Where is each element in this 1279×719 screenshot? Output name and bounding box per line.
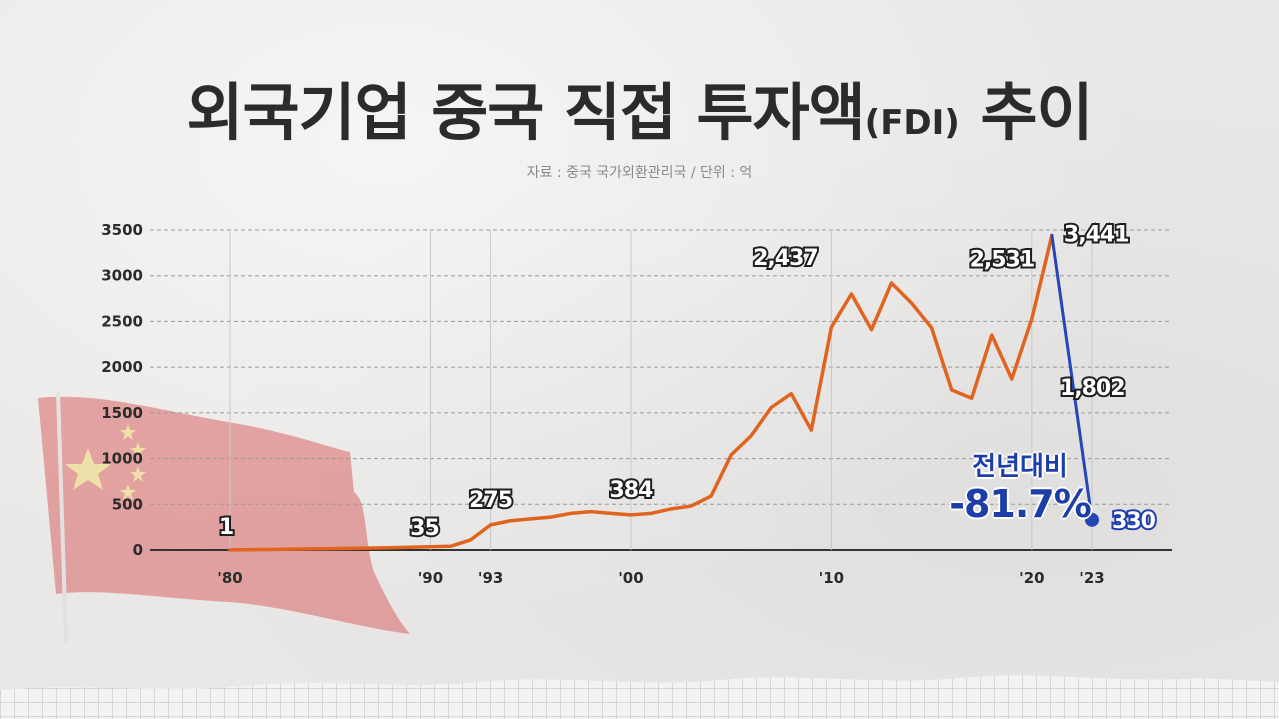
x-tick-label: '10 xyxy=(819,569,844,587)
data-label: 1 xyxy=(219,515,233,540)
yoy-label: 전년대비 xyxy=(972,452,1068,482)
yoy-value: -81.7% xyxy=(949,482,1092,526)
y-tick-label: 0 xyxy=(133,541,143,559)
y-tick-label: 2000 xyxy=(101,358,143,376)
y-tick-label: 1000 xyxy=(101,450,143,468)
y-tick-label: 3000 xyxy=(101,267,143,285)
series-line-main xyxy=(228,233,1054,552)
y-axis: 0 500 1000 1500 2000 2500 3000 3500 xyxy=(101,221,143,559)
torn-grid-paper xyxy=(0,675,1279,719)
yoy-annotation: 전년대비 -81.7% xyxy=(940,452,1100,526)
data-label: 3,441 xyxy=(1064,222,1129,247)
y-tick-label: 500 xyxy=(112,495,143,513)
y-tick-label: 1500 xyxy=(101,404,143,422)
data-label: 384 xyxy=(609,478,653,503)
china-flag-icon xyxy=(38,392,410,642)
source-note: 자료 : 중국 국가외환관리국 / 단위 : 억 xyxy=(526,165,753,181)
series-line-drop xyxy=(1050,233,1094,522)
y-tick-label: 2500 xyxy=(101,312,143,330)
x-tick-label: '93 xyxy=(478,569,503,587)
data-label: 275 xyxy=(469,488,512,513)
x-tick-label: '90 xyxy=(418,569,443,587)
x-tick-label: '20 xyxy=(1019,569,1044,587)
data-labels: 1 35 275 384 2,437 2,531 3,441 1,802 330 xyxy=(217,220,1159,542)
data-label: 1,802 xyxy=(1060,376,1125,401)
data-label: 35 xyxy=(410,516,439,541)
title-fdi: (FDI) xyxy=(864,103,960,143)
title-end: 추이 xyxy=(959,76,1093,149)
x-tick-label: '80 xyxy=(217,569,242,587)
chart-series xyxy=(228,233,1099,552)
title-main: 외국기업 중국 직접 투자액 xyxy=(186,76,865,149)
data-label: 2,531 xyxy=(970,248,1035,273)
end-point-marker xyxy=(1085,512,1099,527)
data-label: 2,437 xyxy=(753,246,818,271)
y-tick-label: 3500 xyxy=(101,221,143,239)
page-title: 외국기업 중국 직접 투자액(FDI) 추이 xyxy=(0,62,1279,152)
x-tick-label: '23 xyxy=(1079,569,1104,587)
x-tick-label: '00 xyxy=(618,569,643,587)
x-axis: '80 '90 '93 '00 '10 '20 '23 xyxy=(217,569,1104,587)
data-label: 330 xyxy=(1112,509,1156,534)
